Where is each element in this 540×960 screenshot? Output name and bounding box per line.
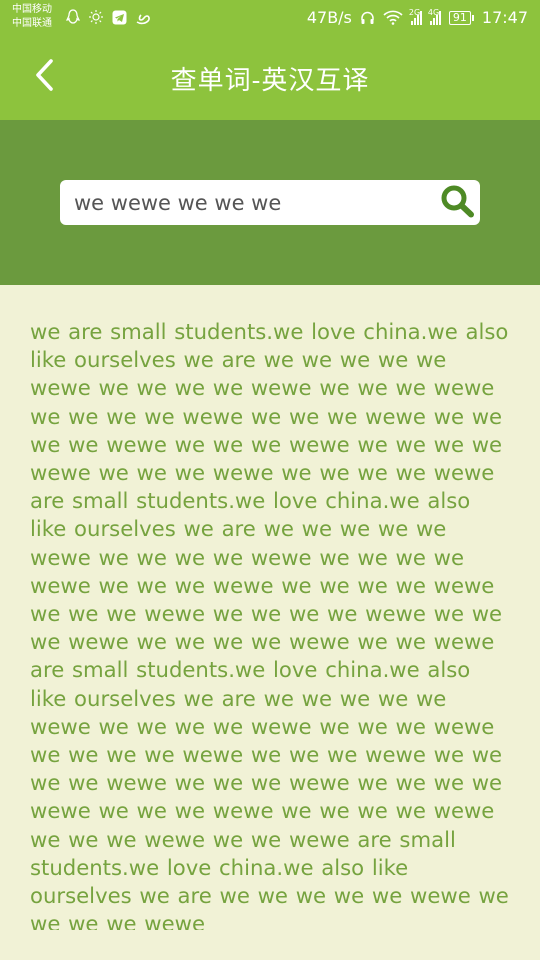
- translation-result: we are small students.we love china.we a…: [30, 319, 509, 930]
- carrier-1: 中国移动: [12, 4, 52, 15]
- search-input[interactable]: we wewe we we we: [74, 190, 282, 215]
- search-icon: [440, 184, 476, 222]
- uc-browser-icon: [135, 10, 151, 25]
- battery-level: 91: [448, 10, 471, 25]
- carrier-2: 中国联通: [12, 18, 52, 29]
- chevron-left-icon: [33, 58, 55, 96]
- back-button[interactable]: [24, 54, 64, 100]
- status-bar: 中国移动 中国联通 47B/s 2G 4G: [0, 0, 540, 36]
- search-panel: we wewe we we we: [0, 120, 540, 285]
- battery-icon: 91: [448, 10, 474, 25]
- wifi-icon: [383, 10, 403, 25]
- signal-1-label: 2G: [408, 7, 421, 17]
- signal-2-label: 4G: [427, 7, 440, 17]
- page-title: 查单词-英汉互译: [170, 66, 370, 96]
- brightness-icon: [88, 9, 104, 25]
- clock: 17:47: [481, 8, 528, 27]
- carrier-labels: 中国移动 中国联通: [12, 3, 52, 31]
- net-speed: 47B/s: [306, 8, 352, 27]
- app-header: 查单词-英汉互译: [0, 36, 540, 120]
- headphones-icon: [360, 10, 375, 25]
- notification-icons: [66, 9, 151, 25]
- qq-icon: [66, 9, 80, 25]
- signal-1-icon: 2G: [409, 8, 422, 25]
- search-button[interactable]: [436, 180, 480, 225]
- status-right: 47B/s 2G 4G 91 17:47: [306, 8, 528, 28]
- search-bar: we wewe we we we: [60, 180, 480, 225]
- telegram-icon: [112, 10, 127, 25]
- signal-2-icon: 4G: [428, 8, 441, 25]
